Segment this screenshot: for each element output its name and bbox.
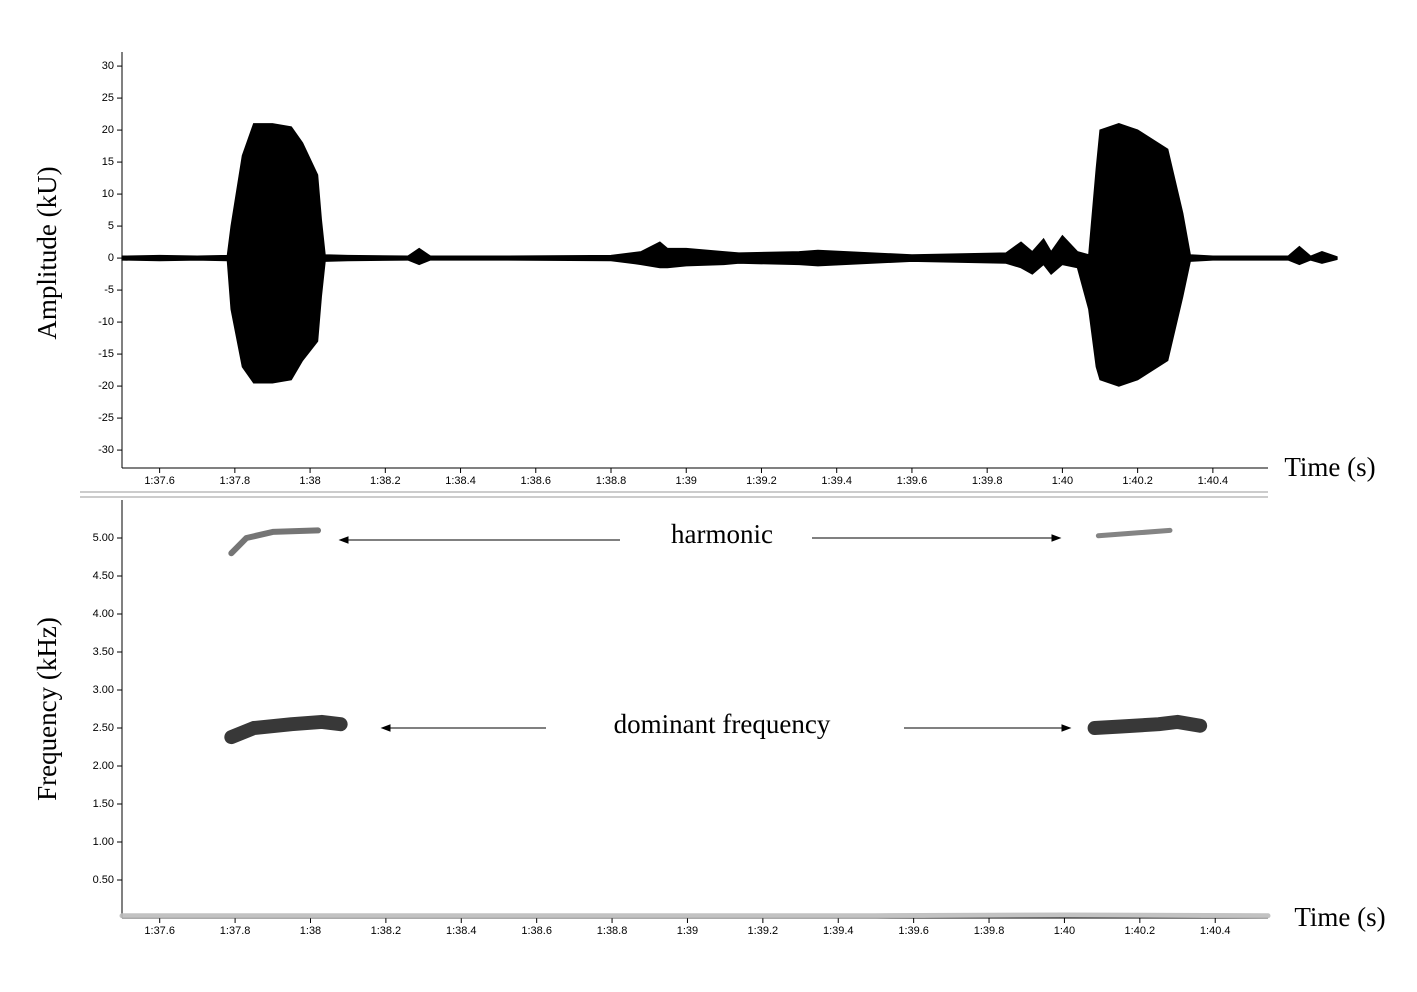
x-tick-label: 1:37.8: [220, 475, 251, 487]
y-tick-label: 3.50: [93, 646, 114, 658]
x-tick-label: 1:39.2: [748, 925, 779, 937]
x-tick-label: 1:39.6: [898, 925, 929, 937]
y-tick-label: 5: [108, 220, 114, 232]
x-tick-label: 1:39.6: [897, 475, 928, 487]
y-tick-label: 30: [102, 60, 114, 72]
y-tick-label: -25: [98, 412, 114, 424]
x-tick-label: 1:39: [677, 925, 698, 937]
x-tick-label: 1:40.2: [1122, 475, 1153, 487]
y-tick-label: -10: [98, 316, 114, 328]
y-tick-label: 0: [108, 252, 114, 264]
y-tick-label: 1.50: [93, 798, 114, 810]
frequency-contour: [1095, 527, 1173, 539]
arrows: [338, 534, 1072, 732]
y-tick-label: 1.00: [93, 836, 114, 848]
annotation: dominant frequency: [614, 709, 831, 739]
y-tick-label: 4.00: [93, 608, 114, 620]
x-tick-label: 1:40.4: [1200, 925, 1231, 937]
x-tick-label: 1:38.6: [521, 925, 552, 937]
x-tick-label: 1:38.8: [596, 475, 627, 487]
x-axis-label: Time (s): [1294, 902, 1385, 932]
y-tick-label: 20: [102, 124, 114, 136]
x-tick-label: 1:38.4: [446, 925, 477, 937]
y-tick-label: 2.00: [93, 760, 114, 772]
x-tick-label: 1:38.8: [597, 925, 628, 937]
y-tick-label: 25: [102, 92, 114, 104]
x-tick-label: 1:40: [1054, 925, 1075, 937]
y-tick-label: 4.50: [93, 570, 114, 582]
y-tick-label: 15: [102, 156, 114, 168]
x-tick-label: 1:38.6: [520, 475, 551, 487]
y-axis-label: Frequency (kHz): [32, 617, 62, 801]
y-tick-label: 2.50: [93, 722, 114, 734]
x-tick-label: 1:40.4: [1198, 475, 1229, 487]
x-tick-label: 1:38: [300, 925, 321, 937]
y-tick-label: -15: [98, 348, 114, 360]
y-tick-label: -20: [98, 380, 114, 392]
frequency-contour: [224, 714, 348, 745]
frequency-contour: [228, 527, 322, 557]
x-tick-label: 1:39.4: [823, 925, 854, 937]
y-tick-label: -30: [98, 444, 114, 456]
x-tick-label: 1:39: [676, 475, 697, 487]
waveform-envelope: [121, 257, 1338, 387]
x-tick-label: 1:38: [299, 475, 320, 487]
x-tick-label: 1:39.8: [972, 475, 1003, 487]
x-tick-label: 1:39.4: [821, 475, 852, 487]
x-tick-label: 1:39.8: [974, 925, 1005, 937]
x-tick-label: 1:40: [1052, 475, 1073, 487]
x-axis-label: Time (s): [1284, 452, 1375, 482]
x-tick-label: 1:39.2: [746, 475, 777, 487]
y-axis-label: Amplitude (kU): [32, 166, 62, 339]
y-tick-label: 5.00: [93, 532, 114, 544]
y-tick-label: -5: [104, 284, 114, 296]
frequency-contour: [119, 912, 1271, 919]
waveform-envelope: [121, 123, 1338, 259]
x-tick-label: 1:37.6: [144, 925, 175, 937]
frequency-contour: [1087, 714, 1208, 735]
y-tick-label: 3.00: [93, 684, 114, 696]
y-tick-label: 0.50: [93, 874, 114, 886]
x-tick-label: 1:37.6: [144, 475, 175, 487]
x-tick-label: 1:38.4: [445, 475, 476, 487]
y-tick-label: 10: [102, 188, 114, 200]
x-tick-label: 1:38.2: [370, 475, 401, 487]
x-tick-label: 1:40.2: [1125, 925, 1156, 937]
annotation: harmonic: [671, 519, 773, 549]
x-tick-label: 1:37.8: [220, 925, 251, 937]
x-tick-label: 1:38.2: [371, 925, 402, 937]
